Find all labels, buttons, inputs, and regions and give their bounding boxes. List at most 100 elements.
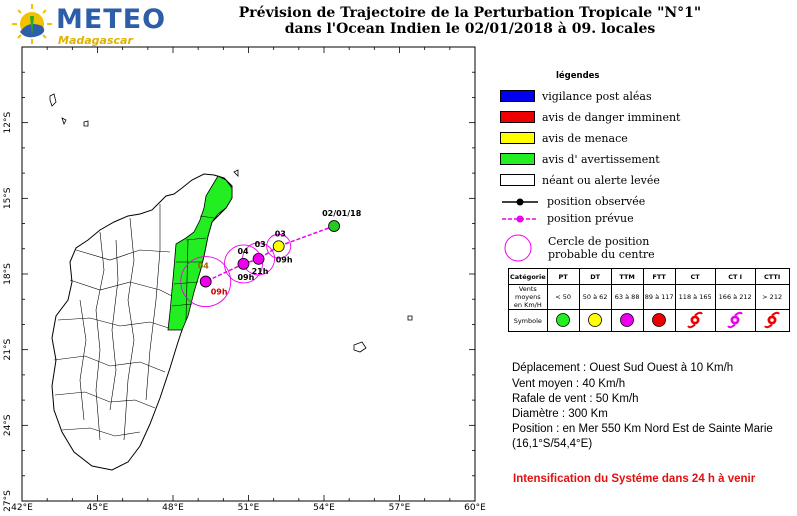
symbol-cell [546,309,580,332]
legend-item-label: néant ou alerte levée [542,173,660,187]
lon-label: 57°E [389,503,411,513]
track-segment [278,225,335,247]
track-point-time: 21h [252,267,269,276]
table-row: Vents moyens en Km/H < 50 50 à 62 63 à 88 89… [508,284,790,310]
legend-item-label: avis de menace [542,131,628,145]
cyclone-symbol-icon [727,311,743,328]
legend-title: légendes [556,71,600,81]
legend-item: avis de danger imminent [500,110,680,124]
region-boundaries [53,204,181,441]
wind-cell: 166 à 212 [714,284,756,310]
track-point-time: 09h [276,255,293,264]
track-segment [205,263,244,283]
legend-observed: position observée [500,195,645,208]
info-diametre: Diamètre : 300 Km [512,408,608,420]
depression-symbol-icon [620,312,635,327]
track-point [328,220,340,232]
category-cell: CT [674,268,716,285]
lat-label: 24°S [3,414,13,436]
legend-forecast-label: position prévue [547,212,634,225]
track-point-label: 02/01/18 [322,209,362,218]
wind-cell: 50 à 62 [578,284,612,310]
page-title: Prévision de Trajectoire de la Perturbat… [238,5,702,21]
legend-swatch [500,111,535,123]
probability-circle [266,233,292,259]
lat-label: 15°S [3,187,13,209]
legend-observed-label: position observée [547,195,646,208]
wind-cell: > 212 [754,284,790,310]
intensification-alert: Intensification du Systéme dans 24 h à v… [513,473,756,485]
track-point [252,252,265,265]
symbol-cell [610,309,644,332]
lon-label: 42°E [11,503,33,513]
legend-item-label: avis de danger imminent [542,110,681,124]
legend-item-label: avis d' avertissement [542,152,660,166]
map-ticks [21,46,476,502]
category-cell: FTT [642,268,676,285]
symbol-cell [674,309,716,332]
latitude-labels: 12°S 15°S 18°S 21°S 24°S 27°S [3,112,13,512]
legend-item: vigilance post aléas [500,89,652,103]
info-rafale: Rafale de vent : 50 Km/h [512,393,639,405]
category-cell: CT I [714,268,756,285]
lon-label: 51°E [238,503,260,513]
lat-label: 21°S [3,339,13,361]
probability-circle [180,256,232,308]
track-point-label: 04 [198,262,210,271]
page-subtitle: dans l'Ocean Indien le 02/01/2018 à 09. … [284,21,656,37]
track-point [272,240,285,253]
probability-circle-icon [504,234,532,262]
legend-swatch [500,153,535,165]
table-row: Symbole [508,309,790,332]
cyclone-symbol-icon [687,311,703,328]
forecast-position-icon [502,215,538,222]
category-cell: CTTI [754,268,790,285]
symbol-cell [714,309,756,332]
lon-label: 60°E [464,503,486,513]
observed-position-icon [502,198,538,205]
symbol-cell [642,309,676,332]
table-row: Catégorie PT DT TTM FTT CT CT I CTTI [508,268,790,285]
longitude-labels: 42°E 45°E 48°E 51°E 54°E 57°E 60°E [11,503,486,513]
legend-item: avis de menace [500,131,628,145]
track-point-label: 03 [275,229,286,238]
legend-circle: Cercle de position probable du centre [500,233,655,263]
lon-label: 45°E [87,503,109,513]
legend-swatch [500,174,535,186]
legend-swatch [500,90,535,102]
lon-label: 54°E [313,503,335,513]
depression-symbol-icon [556,312,571,327]
wind-cell: 118 à 165 [674,284,716,310]
logo-text: METEO [56,4,167,35]
warning-zone [167,175,233,331]
track-point-label: 03 [255,240,266,249]
probability-circle [224,244,263,284]
info-deplacement: Déplacement : Ouest Sud Ouest à 10 Km/h [512,362,734,374]
symbol-cell [754,309,790,332]
info-vent: Vent moyen : 40 Km/h [512,378,626,390]
lat-label: 12°S [3,112,13,134]
symbol-cell [578,309,612,332]
small-islands [49,93,413,353]
cyclone-track-map: 02/01/18 03 09h 03 21h 04 09h 04 09h 12°S 15°S 18°… [3,46,486,513]
meteo-logo: METEO Madagascar [8,2,165,52]
depression-symbol-icon [652,312,667,327]
legend-forecast: position prévue [500,212,634,225]
table-header-cell: Symbole [508,309,548,332]
legend-circle-label-1: Cercle de position [548,235,650,248]
lat-label: 27°S [3,490,13,512]
table-header-cell: Catégorie [508,268,548,285]
table-header-cell: Vents moyens en Km/H [508,284,548,310]
legend-item: avis d' avertissement [500,152,660,166]
track-point [199,275,212,288]
track-point-time: 09h [237,273,254,282]
legend-item: néant ou alerte levée [500,173,660,187]
category-cell: DT [578,268,612,285]
track-point [237,258,250,270]
depression-symbol-icon [588,312,603,327]
forecast-track: 02/01/18 03 09h 03 21h 04 09h 04 09h [180,209,362,308]
lat-label: 18°S [3,263,13,285]
track-point-label: 04 [237,247,249,256]
lon-label: 48°E [162,503,184,513]
wind-cell: < 50 [546,284,580,310]
